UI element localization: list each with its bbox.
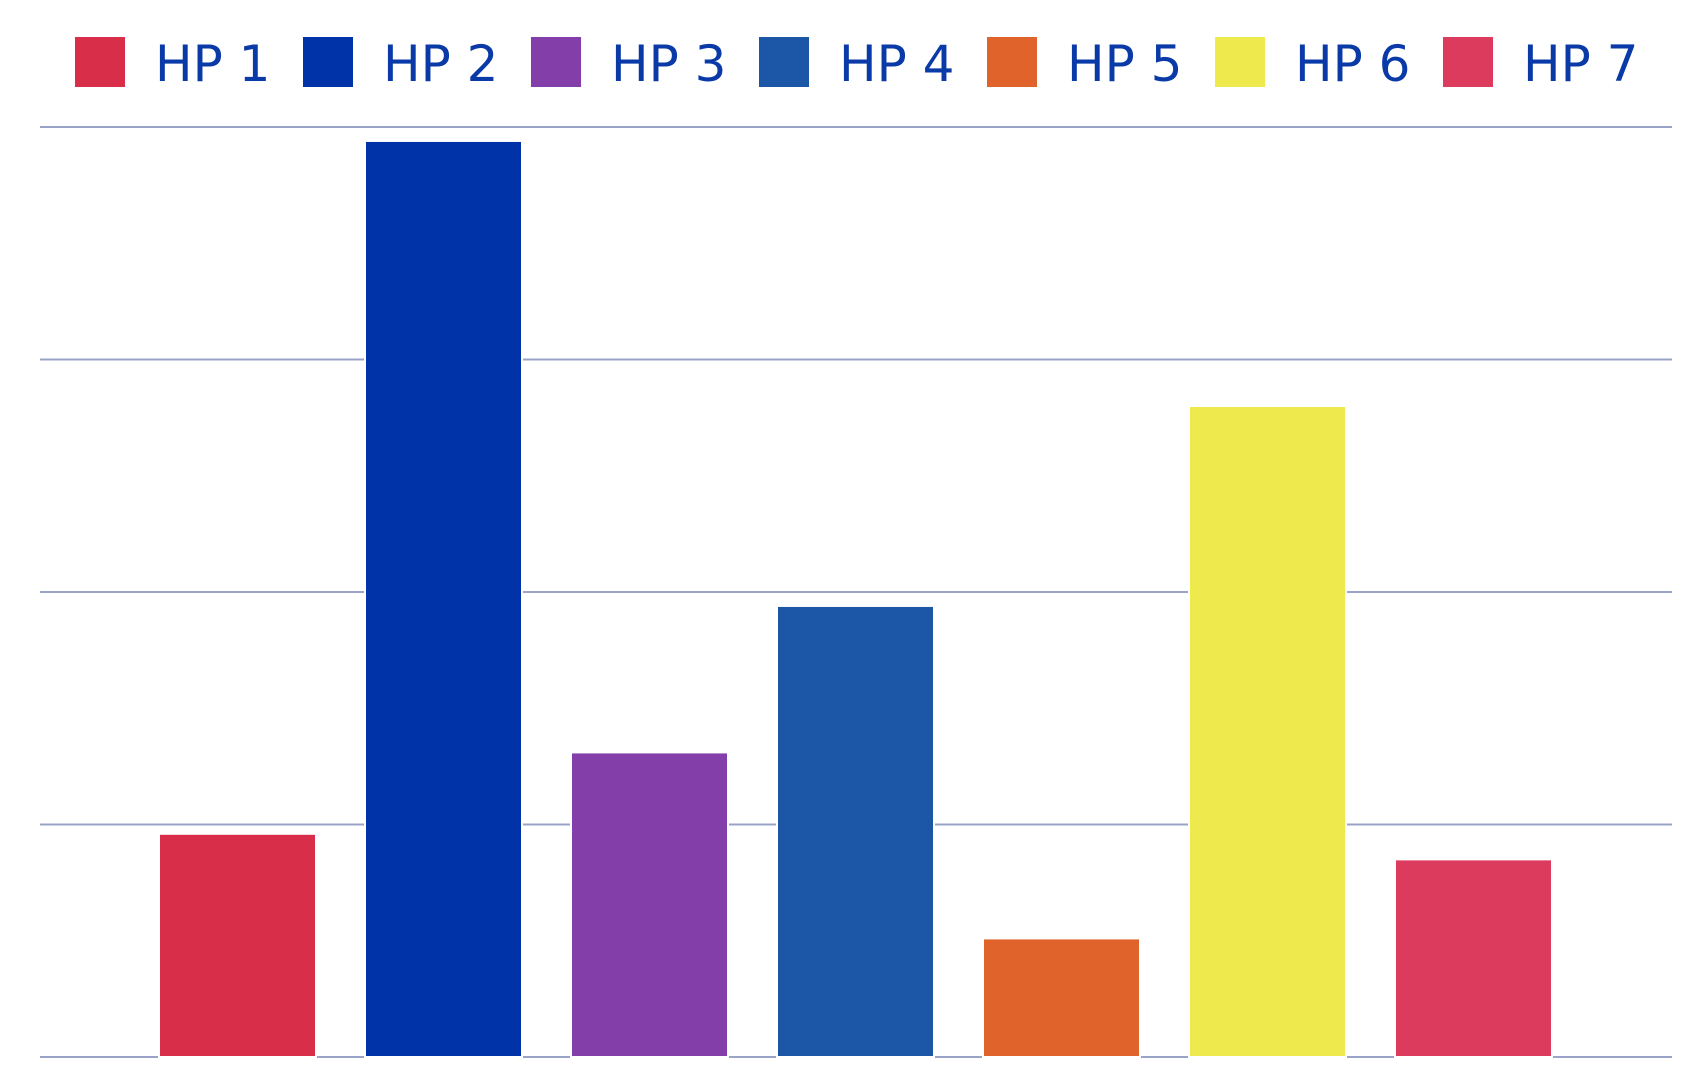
legend-label-hp-3: HP 3: [611, 35, 726, 93]
legend-label-hp-7: HP 7: [1523, 35, 1638, 93]
bar-hp-5: [982, 937, 1141, 1058]
bar-hp-3: [570, 751, 729, 1058]
legend-label-hp-6: HP 6: [1295, 35, 1410, 93]
bar-hp-6: [1188, 405, 1347, 1058]
bars: [158, 139, 1553, 1058]
legend-swatch-hp-6: [1215, 37, 1265, 87]
legend-swatch-hp-5: [987, 37, 1037, 87]
bar-hp-4: [776, 604, 935, 1058]
legend-swatch-hp-7: [1443, 37, 1493, 87]
bar-hp-1: [158, 832, 317, 1058]
legend-swatch-hp-3: [531, 37, 581, 87]
bar-hp-2: [364, 139, 523, 1058]
legend-label-hp-5: HP 5: [1067, 35, 1182, 93]
legend-label-hp-4: HP 4: [839, 35, 954, 93]
legend-swatch-hp-1: [75, 37, 125, 87]
legend-label-hp-2: HP 2: [383, 35, 498, 93]
legend-swatch-hp-2: [303, 37, 353, 87]
legend-label-hp-1: HP 1: [155, 35, 270, 93]
legend: HP 1 HP 2 HP 3 HP 4 HP 5 HP 6 HP 7: [75, 35, 1638, 93]
legend-swatch-hp-4: [759, 37, 809, 87]
bar-hp-7: [1394, 858, 1553, 1058]
